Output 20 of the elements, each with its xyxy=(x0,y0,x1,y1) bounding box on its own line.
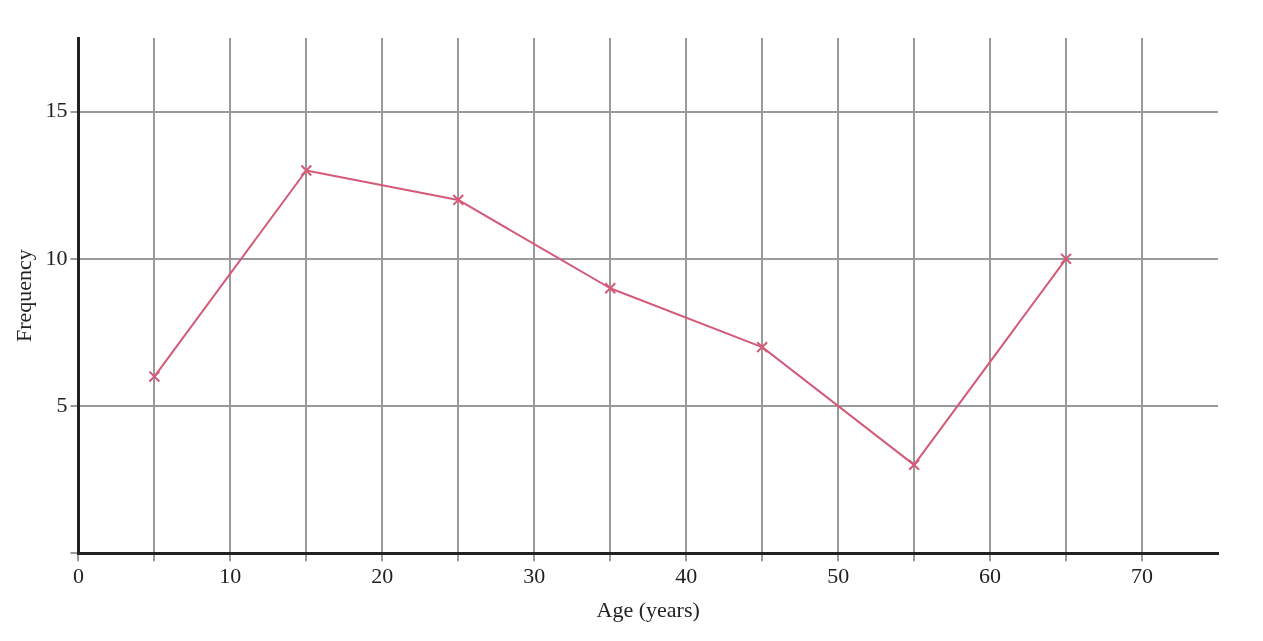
x-tick-label: 70 xyxy=(1131,563,1154,589)
x-tick-label: 50 xyxy=(827,563,850,589)
point xyxy=(148,370,161,383)
point xyxy=(756,341,769,354)
x-tick-label: 40 xyxy=(675,563,698,589)
x-tick-label: 20 xyxy=(371,563,394,589)
point xyxy=(300,164,313,177)
x-tick-label: 60 xyxy=(979,563,1002,589)
point xyxy=(604,282,617,295)
x-tick-label: 10 xyxy=(219,563,242,589)
point xyxy=(1060,252,1072,265)
y-axis-title: Frequency xyxy=(10,249,36,343)
point xyxy=(452,193,465,206)
point xyxy=(908,458,921,471)
y-tick-label: 5 xyxy=(56,391,68,417)
y-tick-label: 10 xyxy=(45,244,68,270)
y-tick-label: 15 xyxy=(45,97,68,123)
x-axis-title: Age (years) xyxy=(596,596,700,622)
x-tick-label: 0 xyxy=(72,563,84,589)
x-tick-label: 30 xyxy=(523,563,546,589)
